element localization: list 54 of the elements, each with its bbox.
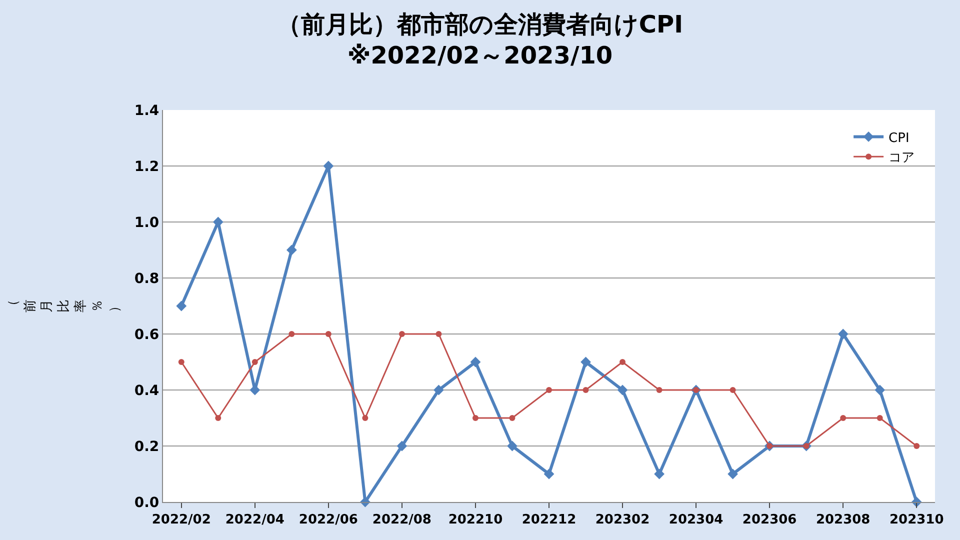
- x-tick-label: 202308: [816, 512, 870, 528]
- point: [656, 387, 662, 393]
- point: [436, 331, 442, 337]
- point: [654, 468, 664, 480]
- point: [396, 440, 408, 452]
- y-tick-label: 1.2: [134, 158, 160, 175]
- y-tick-label: 1.4: [134, 102, 160, 119]
- point: [176, 300, 187, 312]
- y-tick-label: 0.4: [134, 382, 160, 399]
- point: [286, 244, 297, 256]
- x-tick-label: 202310: [889, 512, 944, 528]
- point: [730, 387, 736, 393]
- point: [362, 415, 368, 421]
- point: [876, 415, 883, 421]
- point: [617, 384, 628, 396]
- point: [325, 331, 332, 337]
- point: [470, 356, 481, 368]
- point: [472, 415, 478, 421]
- y-tick-label: 1.0: [134, 214, 160, 231]
- legend-label: コア: [888, 150, 915, 166]
- point: [728, 468, 738, 480]
- point: [288, 331, 295, 337]
- x-tick-label: 2022/04: [225, 512, 284, 528]
- point: [215, 415, 222, 421]
- point: [580, 356, 591, 368]
- point: [838, 328, 848, 340]
- point: [840, 415, 846, 421]
- point: [620, 359, 626, 365]
- y-tick-label: 0.0: [134, 494, 160, 511]
- y-tick-label: 0.6: [134, 326, 160, 343]
- point: [546, 387, 552, 393]
- point: [398, 331, 405, 337]
- x-tick-label: 2022/06: [298, 512, 358, 528]
- point: [582, 387, 589, 393]
- x-tick-label: 202306: [742, 512, 797, 528]
- chart-title: （前月比）都市部の全消費者向けCPI ※2022/02～2023/10: [276, 10, 684, 70]
- x-tick-label: 202304: [668, 512, 724, 528]
- legend-label: CPI: [888, 130, 910, 146]
- y-tick-label: 0.2: [134, 438, 160, 455]
- y-axis-title: （前月比率％）: [6, 300, 122, 312]
- point: [914, 443, 920, 449]
- point: [544, 468, 554, 480]
- point: [874, 384, 886, 396]
- point: [509, 415, 516, 421]
- point: [178, 359, 184, 365]
- point: [434, 384, 444, 396]
- point: [252, 359, 258, 365]
- y-tick-label: 0.8: [134, 270, 160, 287]
- x-tick-label: 202212: [522, 512, 576, 528]
- x-tick-label: 202302: [595, 512, 650, 528]
- x-tick-label: 2022/08: [372, 512, 432, 528]
- x-tick-label: 202210: [448, 512, 503, 528]
- point: [507, 440, 518, 452]
- x-tick-label: 2022/02: [152, 512, 211, 528]
